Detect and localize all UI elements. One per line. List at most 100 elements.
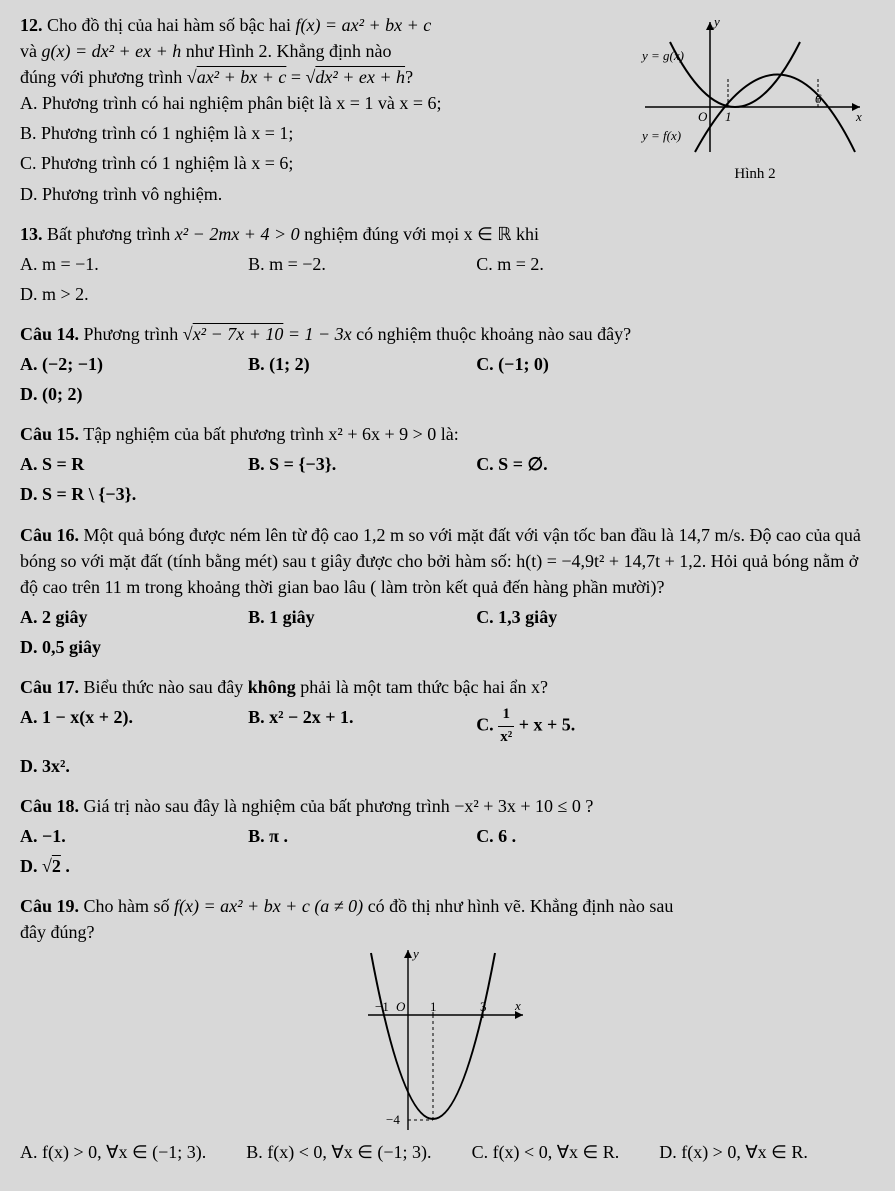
q12-optA: A. Phương trình có hai nghiệm phân biệt … xyxy=(20,90,627,116)
q12-l3: đúng với phương trình xyxy=(20,67,182,87)
q17-stem1: Biểu thức nào sau đây xyxy=(84,677,244,697)
q14-C: C. (−1; 0) xyxy=(476,351,664,377)
q17-C-num: 1 xyxy=(498,704,514,727)
q18-D-post: . xyxy=(61,856,70,876)
q12-eq-rhs: dx² + ex + h xyxy=(315,67,405,87)
question-14: Câu 14. Phương trình √x² − 7x + 10 = 1 −… xyxy=(20,321,875,411)
question-19: Câu 19. Cho hàm số f(x) = ax² + bx + c (… xyxy=(20,893,875,1169)
q14-stem2: = 1 − 3x xyxy=(288,324,352,344)
svg-text:−1: −1 xyxy=(375,999,389,1014)
q12-qm: ? xyxy=(405,67,413,87)
q13-number: 13. xyxy=(20,224,43,244)
q15-A: A. S = R xyxy=(20,451,208,477)
q15-number: Câu 15. xyxy=(20,424,79,444)
q14-stem1: Phương trình xyxy=(84,324,179,344)
q18-D: D. √2 . xyxy=(20,853,208,879)
svg-text:−4: −4 xyxy=(386,1112,400,1127)
q14-stem3: có nghiệm thuộc khoảng nào sau đây? xyxy=(356,324,631,344)
q18-D-rad: 2 xyxy=(52,856,61,876)
q15-stem: Tập nghiệm của bất phương trình x² + 6x … xyxy=(83,424,459,444)
q12-l2b: như Hình 2. Khẳng định nào xyxy=(186,41,392,61)
q13-A: A. m = −1. xyxy=(20,251,208,277)
q12-optC: C. Phương trình có 1 nghiệm là x = 6; xyxy=(20,150,627,176)
svg-text:6: 6 xyxy=(815,91,822,106)
q19-chart: yxO−113−4 xyxy=(363,945,533,1135)
q17-stem-bold: không xyxy=(248,677,296,697)
q17-stem2: phải là một tam thức bậc hai ẩn x? xyxy=(300,677,548,697)
svg-text:y = f(x): y = f(x) xyxy=(640,128,681,143)
q17-B: B. x² − 2x + 1. xyxy=(248,704,436,749)
q12-optD: D. Phương trình vô nghiệm. xyxy=(20,181,627,207)
q13-expr: x² − 2mx + 4 > 0 xyxy=(175,224,300,244)
q13-B: B. m = −2. xyxy=(248,251,436,277)
q12-gx: g(x) = dx² + ex + h xyxy=(42,41,182,61)
q17-A: A. 1 − x(x + 2). xyxy=(20,704,208,749)
svg-text:y: y xyxy=(411,946,419,961)
svg-text:y: y xyxy=(712,14,720,29)
q13-stem1: Bất phương trình xyxy=(47,224,170,244)
q19-A: A. f(x) > 0, ∀x ∈ (−1; 3). xyxy=(20,1139,206,1165)
svg-text:y = g(x): y = g(x) xyxy=(640,48,684,63)
q19-figure: yxO−113−4 xyxy=(20,945,875,1135)
q12-optB: B. Phương trình có 1 nghiệm là x = 1; xyxy=(20,120,627,146)
question-16: Câu 16. Một quả bóng được ném lên từ độ … xyxy=(20,522,875,664)
q17-C-den: x² xyxy=(498,727,514,749)
q16-number: Câu 16. xyxy=(20,525,79,545)
q12-eq-lhs: ax² + bx + c xyxy=(197,67,287,87)
q19-stem2: có đồ thị như hình vẽ. Khẳng định nào sa… xyxy=(368,896,674,916)
q16-body: Một quả bóng được ném lên từ độ cao 1,2 … xyxy=(20,525,861,597)
q19-C: C. f(x) < 0, ∀x ∈ R. xyxy=(472,1139,620,1165)
q14-A: A. (−2; −1) xyxy=(20,351,208,377)
q13-C: C. m = 2. xyxy=(476,251,664,277)
q14-B: B. (1; 2) xyxy=(248,351,436,377)
q12-fx: f(x) = ax² + bx + c xyxy=(295,15,431,35)
question-15: Câu 15. Tập nghiệm của bất phương trình … xyxy=(20,421,875,511)
q17-C-pre: C. xyxy=(476,714,498,734)
svg-text:O: O xyxy=(698,109,708,124)
q18-number: Câu 18. xyxy=(20,796,79,816)
q18-stem: Giá trị nào sau đây là nghiệm của bất ph… xyxy=(84,796,594,816)
q17-D: D. 3x². xyxy=(20,753,208,779)
q15-C: C. S = ∅. xyxy=(476,451,664,477)
q12-number: 12. xyxy=(20,15,43,35)
q12-fig-caption: Hình 2 xyxy=(635,164,875,186)
q14-rad: x² − 7x + 10 xyxy=(193,324,284,344)
q16-C: C. 1,3 giây xyxy=(476,604,664,630)
question-17: Câu 17. Biểu thức nào sau đây không phải… xyxy=(20,674,875,783)
q12-figure: y x O 1 6 y = g(x) y = f(x) Hình 2 xyxy=(635,12,875,186)
q13-stem2: nghiệm đúng với mọi x ∈ ℝ khi xyxy=(304,224,539,244)
question-12: 12. Cho đồ thị của hai hàm số bậc hai f(… xyxy=(20,12,875,211)
question-13: 13. Bất phương trình x² − 2mx + 4 > 0 ng… xyxy=(20,221,875,311)
q14-number: Câu 14. xyxy=(20,324,79,344)
q12-text: 12. Cho đồ thị của hai hàm số bậc hai f(… xyxy=(20,12,635,211)
q12-chart: y x O 1 6 y = g(x) y = f(x) xyxy=(640,12,870,162)
q18-D-pre: D. xyxy=(20,856,42,876)
q18-B: B. π . xyxy=(248,823,436,849)
svg-text:3: 3 xyxy=(480,999,487,1014)
q16-A: A. 2 giây xyxy=(20,604,208,630)
q19-number: Câu 19. xyxy=(20,896,79,916)
q17-C: C. 1x² + x + 5. xyxy=(476,704,664,749)
q19-D: D. f(x) > 0, ∀x ∈ R. xyxy=(659,1139,808,1165)
q15-B: B. S = {−3}. xyxy=(248,451,436,477)
q18-A: A. −1. xyxy=(20,823,208,849)
q12-l2a: và xyxy=(20,41,37,61)
q19-stem3: đây đúng? xyxy=(20,922,94,942)
q16-D: D. 0,5 giây xyxy=(20,634,208,660)
q19-stem1: Cho hàm số xyxy=(84,896,170,916)
svg-text:x: x xyxy=(514,998,521,1013)
svg-text:1: 1 xyxy=(430,999,437,1014)
q19-B: B. f(x) < 0, ∀x ∈ (−1; 3). xyxy=(246,1139,431,1165)
q19-expr: f(x) = ax² + bx + c (a ≠ 0) xyxy=(174,896,363,916)
q15-D: D. S = R \ {−3}. xyxy=(20,481,208,507)
q18-C: C. 6 . xyxy=(476,823,664,849)
q12-l1: Cho đồ thị của hai hàm số bậc hai xyxy=(47,15,291,35)
question-18: Câu 18. Giá trị nào sau đây là nghiệm củ… xyxy=(20,793,875,883)
svg-text:x: x xyxy=(855,109,862,124)
q14-D: D. (0; 2) xyxy=(20,381,208,407)
svg-text:1: 1 xyxy=(725,109,732,124)
q13-D: D. m > 2. xyxy=(20,281,208,307)
q17-number: Câu 17. xyxy=(20,677,79,697)
q17-C-post: + x + 5. xyxy=(514,714,575,734)
q16-B: B. 1 giây xyxy=(248,604,436,630)
